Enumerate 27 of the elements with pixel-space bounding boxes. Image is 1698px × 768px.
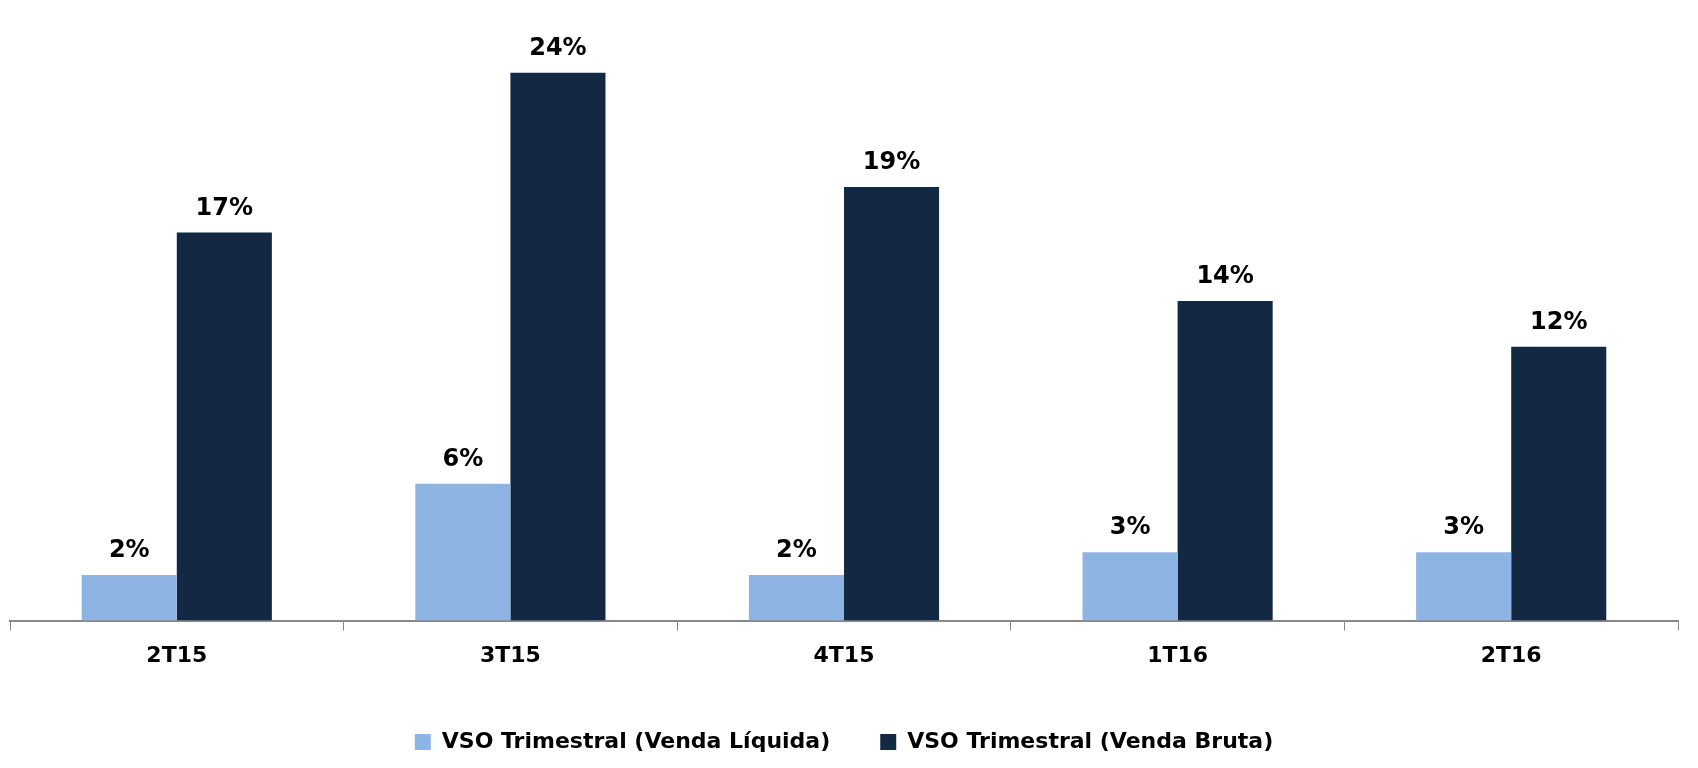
data-label: 14% <box>1196 261 1254 290</box>
data-label: 3% <box>1443 512 1485 541</box>
x-tick-label: 3T15 <box>479 641 541 667</box>
data-label: 17% <box>195 192 254 221</box>
data-label: 6% <box>442 443 484 472</box>
legend-label: VSO Trimestral (Venda Bruta) <box>907 727 1274 753</box>
bar <box>1082 552 1178 621</box>
data-label: 3% <box>1109 512 1151 541</box>
bar <box>176 232 272 621</box>
x-tick-label: 2T15 <box>146 641 208 667</box>
bar <box>415 483 511 621</box>
x-tick-label: 2T16 <box>1480 641 1542 667</box>
bar <box>748 574 844 621</box>
x-tick-label: 4T15 <box>813 641 875 667</box>
x-tick-label: 1T16 <box>1147 641 1209 667</box>
bar <box>81 574 177 621</box>
bar <box>510 72 606 621</box>
bar <box>1511 346 1607 621</box>
data-label: 2% <box>776 535 817 564</box>
legend-label: VSO Trimestral (Venda Líquida) <box>441 727 831 753</box>
data-label: 2% <box>108 535 150 564</box>
data-label: 19% <box>862 147 921 176</box>
data-label: 12% <box>1530 306 1588 335</box>
bar <box>844 186 940 621</box>
bar <box>1416 552 1512 621</box>
data-label: 24% <box>529 33 587 62</box>
bar <box>1177 301 1273 621</box>
